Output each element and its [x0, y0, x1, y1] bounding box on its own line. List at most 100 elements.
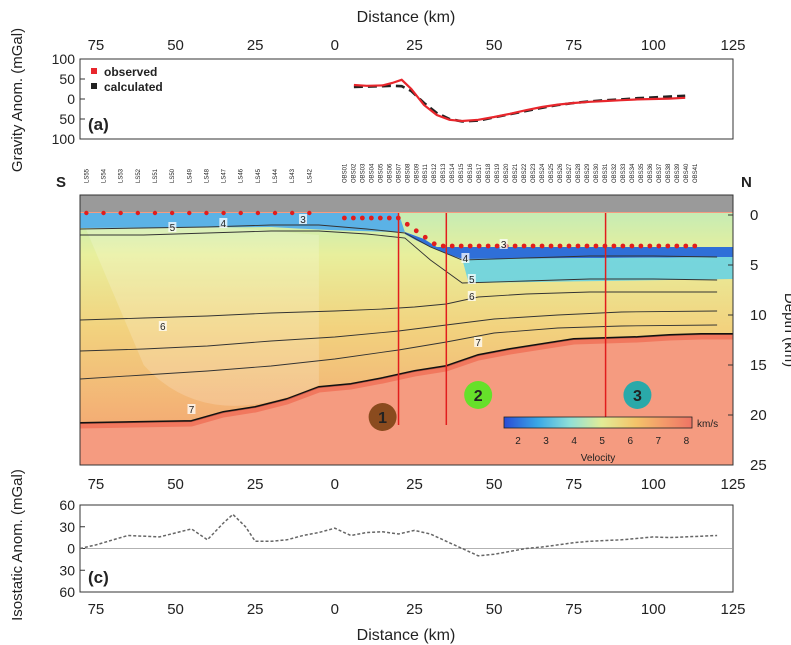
station-label: LS51 [153, 168, 159, 183]
zone-label: 2 [474, 388, 483, 405]
station-label: OBS12 [432, 163, 438, 183]
station-marker [221, 210, 226, 216]
contour-label: 5 [170, 223, 176, 234]
station-marker [458, 243, 464, 249]
contour-label: 7 [189, 405, 195, 416]
station-label: OBS17 [477, 163, 483, 183]
station-marker [307, 210, 312, 216]
station-marker [485, 243, 491, 249]
depth-tick-label: 5 [750, 257, 758, 274]
y-tick-label: 50 [59, 71, 75, 87]
station-marker [575, 243, 581, 249]
station-marker [118, 210, 123, 216]
bottom-x-axis-title: Distance (km) [357, 627, 456, 644]
x-tick-label: 100 [641, 37, 666, 54]
x-tick-label: 125 [720, 601, 745, 618]
x-tick-label: 100 [641, 601, 666, 618]
station-marker [359, 215, 365, 221]
station-label: LS48 [204, 168, 210, 183]
station-marker [665, 243, 671, 249]
panel-a-label: (a) [88, 115, 109, 134]
south-label: S [56, 174, 66, 191]
station-label: OBS32 [612, 163, 618, 183]
x-tick-label: 75 [565, 37, 582, 54]
colorbar-tick-label: 2 [515, 436, 521, 447]
zone-markers: 1 2 3 [368, 381, 652, 431]
station-label: OBS36 [648, 163, 654, 183]
station-label: LS53 [119, 168, 125, 183]
station-marker [289, 210, 295, 216]
station-marker [620, 243, 626, 249]
panel-c-label: (c) [88, 568, 109, 587]
zone-boundaries [397, 213, 607, 425]
station-label: LS43 [290, 168, 296, 183]
station-label: OBS34 [630, 163, 636, 183]
station-marker [521, 243, 527, 249]
contour-label-bg [461, 253, 470, 263]
contour-label: 4 [221, 219, 227, 230]
x-tick-label: 25 [406, 37, 423, 54]
topography-band [80, 195, 733, 212]
colorbar-tick-labels: 2 3 4 5 6 7 8 [515, 436, 689, 447]
x-tick-label: 25 [247, 601, 264, 618]
station-label: OBS11 [423, 163, 429, 183]
y-tick-label: 60 [59, 497, 75, 513]
right-upper-crust-layer [462, 257, 733, 283]
station-marker [584, 243, 590, 249]
x-tick-label: 0 [331, 476, 339, 493]
station-marker [593, 243, 599, 249]
station-marker [656, 243, 662, 249]
station-label: OBS07 [396, 163, 402, 183]
colorbar-title: Velocity [581, 453, 615, 464]
panel-c-y-axis-title: Isostatic Anom. (mGal) [9, 469, 26, 621]
isostatic-anomaly-line [80, 513, 718, 557]
station-label: OBS39 [675, 163, 681, 183]
station-labels: LS55 LS54 LS53 LS52 LS51 LS50 LS49 LS48 LS47 LS46… [84, 163, 698, 183]
station-marker [341, 215, 347, 221]
contour-label-bg [467, 291, 476, 301]
contour-label-bg [187, 404, 196, 414]
station-marker [84, 210, 89, 216]
colorbar-tick-label: 4 [571, 436, 577, 447]
station-label: LS50 [170, 168, 176, 183]
station-label: OBS02 [351, 163, 357, 183]
station-marker [204, 210, 209, 216]
station-marker [449, 243, 455, 249]
contour-label-bg [499, 239, 508, 249]
colorbar-tick-label: 7 [656, 436, 662, 447]
station-marker [566, 243, 572, 249]
station-label: OBS15 [459, 163, 465, 183]
legend-calculated-marker [91, 83, 97, 89]
depth-tick-label: 15 [750, 357, 767, 374]
station-label: LS46 [239, 168, 245, 183]
x-tick-label: 50 [486, 476, 503, 493]
depth-tick-labels: 0 5 10 15 20 25 [728, 207, 767, 474]
station-label: OBS35 [639, 163, 645, 183]
station-label: OBS38 [666, 163, 672, 183]
station-label: OBS23 [531, 163, 537, 183]
station-marker [611, 243, 617, 249]
contour-label-bg [467, 274, 476, 284]
station-label: OBS05 [378, 163, 384, 183]
station-label: LS42 [307, 168, 313, 183]
station-label: OBS27 [567, 163, 573, 183]
station-label: OBS20 [504, 163, 510, 183]
station-label: OBS19 [495, 163, 501, 183]
station-marker [101, 210, 106, 216]
station-label: LS52 [136, 168, 142, 183]
station-label: OBS28 [576, 163, 582, 183]
north-label: N [741, 174, 752, 191]
station-marker [135, 210, 141, 216]
station-label: OBS09 [414, 163, 420, 183]
y-tick-label: 0 [67, 541, 75, 557]
velocity-colorbar: 2 3 4 5 6 7 8 km/s Velocity [503, 416, 718, 464]
contour-label-bg [474, 337, 483, 347]
station-marker [187, 210, 192, 216]
station-marker [602, 243, 608, 249]
station-marker [539, 243, 545, 249]
zone-marker [368, 403, 397, 431]
x-tick-label: 75 [88, 476, 105, 493]
station-marker [350, 215, 356, 221]
colorbar-tick-label: 3 [543, 436, 549, 447]
contour-label-bg [298, 214, 307, 224]
